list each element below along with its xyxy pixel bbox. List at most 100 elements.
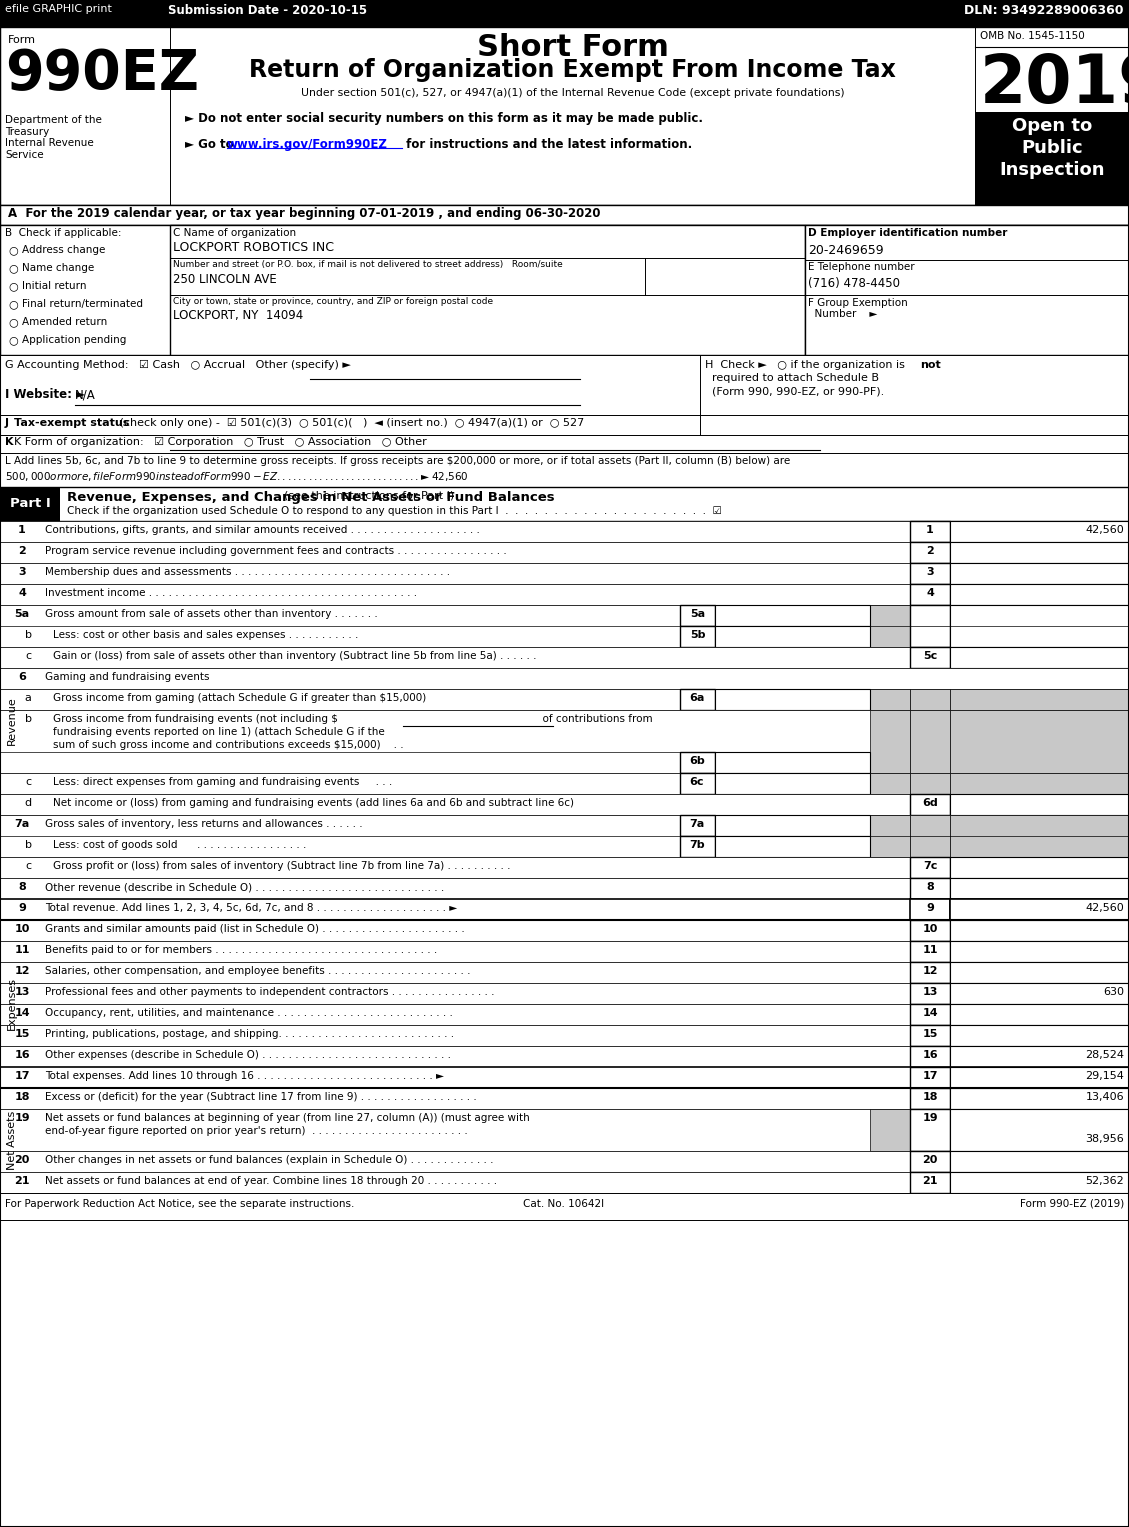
Text: ○: ○ [8,299,18,308]
Text: Inspection: Inspection [999,160,1105,179]
Text: Number    ►: Number ► [808,308,877,319]
Text: N/A: N/A [75,388,96,402]
Bar [0,435,1129,454]
Bar [910,878,949,899]
Bar [0,983,1129,1003]
Text: Submission Date - 2020-10-15: Submission Date - 2020-10-15 [168,5,367,17]
Bar [870,605,910,647]
Bar [0,1025,1129,1046]
Text: Gross profit or (loss) from sales of inventory (Subtract line 7b from line 7a) .: Gross profit or (loss) from sales of inv… [53,861,510,870]
Text: Contributions, gifts, grants, and similar amounts received . . . . . . . . . . .: Contributions, gifts, grants, and simila… [45,525,480,534]
Bar [910,1109,949,1151]
Text: Number and street (or P.O. box, if mail is not delivered to street address)   Ro: Number and street (or P.O. box, if mail … [173,260,562,269]
Text: 7c: 7c [922,861,937,870]
Bar [949,521,1129,542]
Bar [0,667,1129,689]
Text: 2: 2 [18,547,26,556]
Bar [949,773,1129,794]
Text: 21: 21 [922,1176,938,1186]
Text: Form: Form [8,35,36,44]
Bar [910,647,949,667]
Text: D Employer identification number: D Employer identification number [808,228,1007,238]
Bar [870,773,910,794]
Bar [163,2,411,26]
Text: 5a: 5a [15,609,29,618]
Text: 20: 20 [15,1154,29,1165]
Text: 4: 4 [18,588,26,599]
Text: 6a: 6a [690,693,704,702]
Text: ○: ○ [8,263,18,273]
Bar [0,487,60,521]
Text: Form 990-EZ (2019): Form 990-EZ (2019) [1019,1199,1124,1209]
Text: Occupancy, rent, utilities, and maintenance . . . . . . . . . . . . . . . . . . : Occupancy, rent, utilities, and maintena… [45,1008,453,1019]
Text: ► Go to: ► Go to [185,137,238,151]
Bar [0,1151,1129,1173]
Text: Return of Organization Exempt From Income Tax: Return of Organization Exempt From Incom… [250,58,896,82]
Bar [0,773,1129,794]
Text: Grants and similar amounts paid (list in Schedule O) . . . . . . . . . . . . . .: Grants and similar amounts paid (list in… [45,924,465,935]
Text: c: c [25,777,32,786]
Text: 15: 15 [922,1029,938,1038]
Text: 4: 4 [926,588,934,599]
Bar [0,878,1129,899]
Bar [949,563,1129,583]
Bar [910,857,949,878]
Bar [910,773,949,794]
Bar [870,1109,910,1151]
Bar [949,647,1129,667]
Text: ○: ○ [8,334,18,345]
Text: (see the instructions for Part I): (see the instructions for Part I) [67,492,454,501]
Text: City or town, state or province, country, and ZIP or foreign postal code: City or town, state or province, country… [173,296,493,305]
Text: L Add lines 5b, 6c, and 7b to line 9 to determine gross receipts. If gross recei: L Add lines 5b, 6c, and 7b to line 9 to … [5,457,790,466]
Bar [0,689,1129,710]
Text: F Group Exemption: F Group Exemption [808,298,908,308]
Text: 250 LINCOLN AVE: 250 LINCOLN AVE [173,273,277,286]
Text: 38,956: 38,956 [1085,1135,1124,1144]
Bar [680,751,715,773]
Text: 5a: 5a [690,609,706,618]
Text: Short Form: Short Form [476,34,668,63]
Bar [949,899,1129,919]
Text: Open to: Open to [1012,118,1092,134]
Bar [949,941,1129,962]
Text: 2: 2 [926,547,934,556]
Text: 19: 19 [922,1113,938,1122]
Text: Gaming and fundraising events: Gaming and fundraising events [45,672,210,683]
Text: 12: 12 [15,967,29,976]
Text: 19: 19 [15,1113,29,1122]
Text: (Form 990, 990-EZ, or 990-PF).: (Form 990, 990-EZ, or 990-PF). [704,386,884,395]
Text: (716) 478-4450: (716) 478-4450 [808,276,900,290]
Text: Program service revenue including government fees and contracts . . . . . . . . : Program service revenue including govern… [45,547,507,556]
Bar [0,1046,1129,1067]
Bar [949,1109,1129,1151]
Text: 14: 14 [15,1008,29,1019]
Text: fundraising events reported on line 1) (attach Schedule G if the: fundraising events reported on line 1) (… [53,727,385,738]
Text: 10: 10 [15,924,29,935]
Bar [910,1173,949,1193]
Bar [910,583,949,605]
Text: 1: 1 [18,525,26,534]
Bar [715,815,870,835]
Bar [949,1003,1129,1025]
Text: Other changes in net assets or fund balances (explain in Schedule O) . . . . . .: Other changes in net assets or fund bala… [45,1154,493,1165]
Text: Professional fees and other payments to independent contractors . . . . . . . . : Professional fees and other payments to … [45,986,495,997]
Text: 9: 9 [18,902,26,913]
Text: Final return/terminated: Final return/terminated [21,299,143,308]
Bar [715,773,870,794]
Bar [910,521,949,542]
Bar [0,205,1129,224]
Text: 7a: 7a [690,818,704,829]
Bar [910,899,949,919]
Text: E Telephone number: E Telephone number [808,263,914,272]
Bar [949,1089,1129,1109]
Bar [949,857,1129,878]
Bar [910,1089,949,1109]
Text: Other expenses (describe in Schedule O) . . . . . . . . . . . . . . . . . . . . : Other expenses (describe in Schedule O) … [45,1051,450,1060]
Text: 16: 16 [15,1051,29,1060]
Text: 5c: 5c [922,651,937,661]
Bar [0,962,1129,983]
Bar [0,857,1129,878]
Text: 6b: 6b [689,756,704,767]
Bar [949,878,1129,899]
Text: 42,560: 42,560 [1085,525,1124,534]
